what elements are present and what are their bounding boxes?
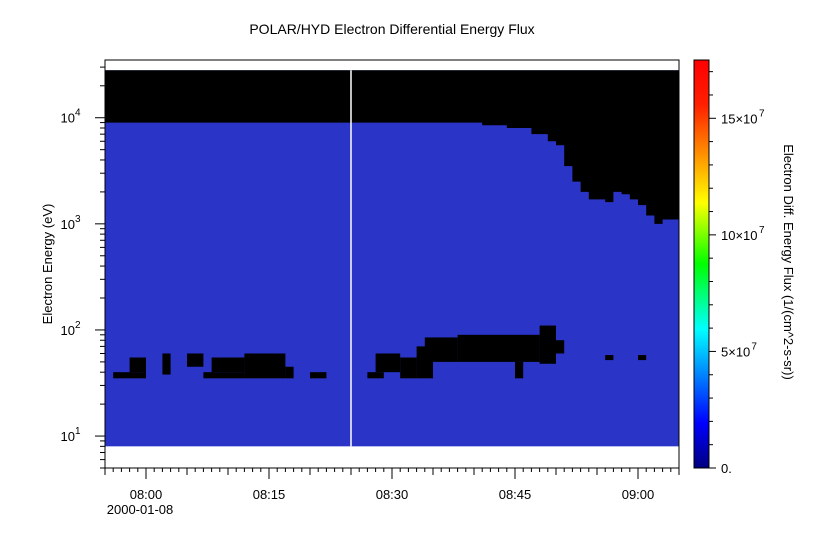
no-data-patch bbox=[211, 357, 245, 373]
colorbar-tick-exponent: 7 bbox=[759, 225, 765, 236]
no-data-patch bbox=[113, 372, 146, 379]
colorbar-tick-exponent: 7 bbox=[751, 341, 757, 352]
no-data-patch bbox=[457, 334, 540, 362]
spectrogram-image bbox=[105, 70, 679, 447]
y-tick-label: 10 bbox=[61, 323, 75, 338]
y-tick-label: 10 bbox=[61, 217, 75, 232]
y-tick-label: 10 bbox=[61, 429, 75, 444]
colorbar-ticks: 0.5×10 710×10 715×10 7 bbox=[709, 71, 765, 476]
colorbar-tick-label: 0. bbox=[721, 461, 732, 476]
x-tick-label: 09:00 bbox=[622, 487, 655, 502]
colorbar: 0.5×10 710×10 715×10 7 bbox=[693, 59, 765, 476]
plot-area bbox=[104, 59, 680, 469]
x-tick-label: 08:30 bbox=[376, 487, 409, 502]
y-tick-exponent: 3 bbox=[75, 214, 81, 225]
colorbar-tick-label: 15×10 bbox=[721, 111, 758, 126]
no-data-patch bbox=[203, 372, 245, 379]
no-data-patch bbox=[539, 325, 556, 364]
colorbar-tick-label: 5×10 bbox=[721, 344, 750, 359]
colorbar-tick-label: 10×10 bbox=[721, 228, 758, 243]
no-data-patch bbox=[367, 372, 384, 379]
no-data-patch bbox=[162, 353, 171, 375]
y-tick-exponent: 4 bbox=[75, 108, 81, 119]
colorbar-tick-exponent: 7 bbox=[759, 108, 765, 119]
no-data-patch bbox=[400, 357, 417, 379]
x-tick-sublabel: 2000-01-08 bbox=[107, 502, 174, 517]
no-data-region-high-energy bbox=[105, 70, 679, 224]
colorbar-gradient bbox=[693, 59, 710, 469]
y-tick-exponent: 2 bbox=[75, 320, 81, 331]
x-tick-label: 08:00 bbox=[130, 487, 163, 502]
y-axis-label: Electron Energy (eV) bbox=[40, 204, 55, 325]
no-data-patch bbox=[605, 355, 614, 361]
no-data-patch bbox=[129, 357, 146, 373]
no-data-patch bbox=[638, 355, 647, 361]
no-data-patch bbox=[375, 353, 401, 373]
no-data-patch bbox=[187, 353, 204, 367]
chart-title: POLAR/HYD Electron Differential Energy F… bbox=[249, 21, 534, 37]
x-tick-label: 08:45 bbox=[499, 487, 532, 502]
no-data-patch bbox=[310, 372, 327, 379]
y-tick-label: 10 bbox=[61, 111, 75, 126]
no-data-patch bbox=[424, 337, 458, 362]
no-data-patch bbox=[285, 366, 294, 379]
colorbar-label: Electron Diff. Energy Flux (1/(cm^2-s-sr… bbox=[781, 144, 796, 380]
no-data-patch bbox=[244, 353, 286, 379]
no-data-patch bbox=[515, 361, 524, 379]
x-tick-label: 08:15 bbox=[253, 487, 286, 502]
no-data-patch bbox=[556, 340, 565, 354]
y-tick-exponent: 1 bbox=[75, 426, 81, 437]
